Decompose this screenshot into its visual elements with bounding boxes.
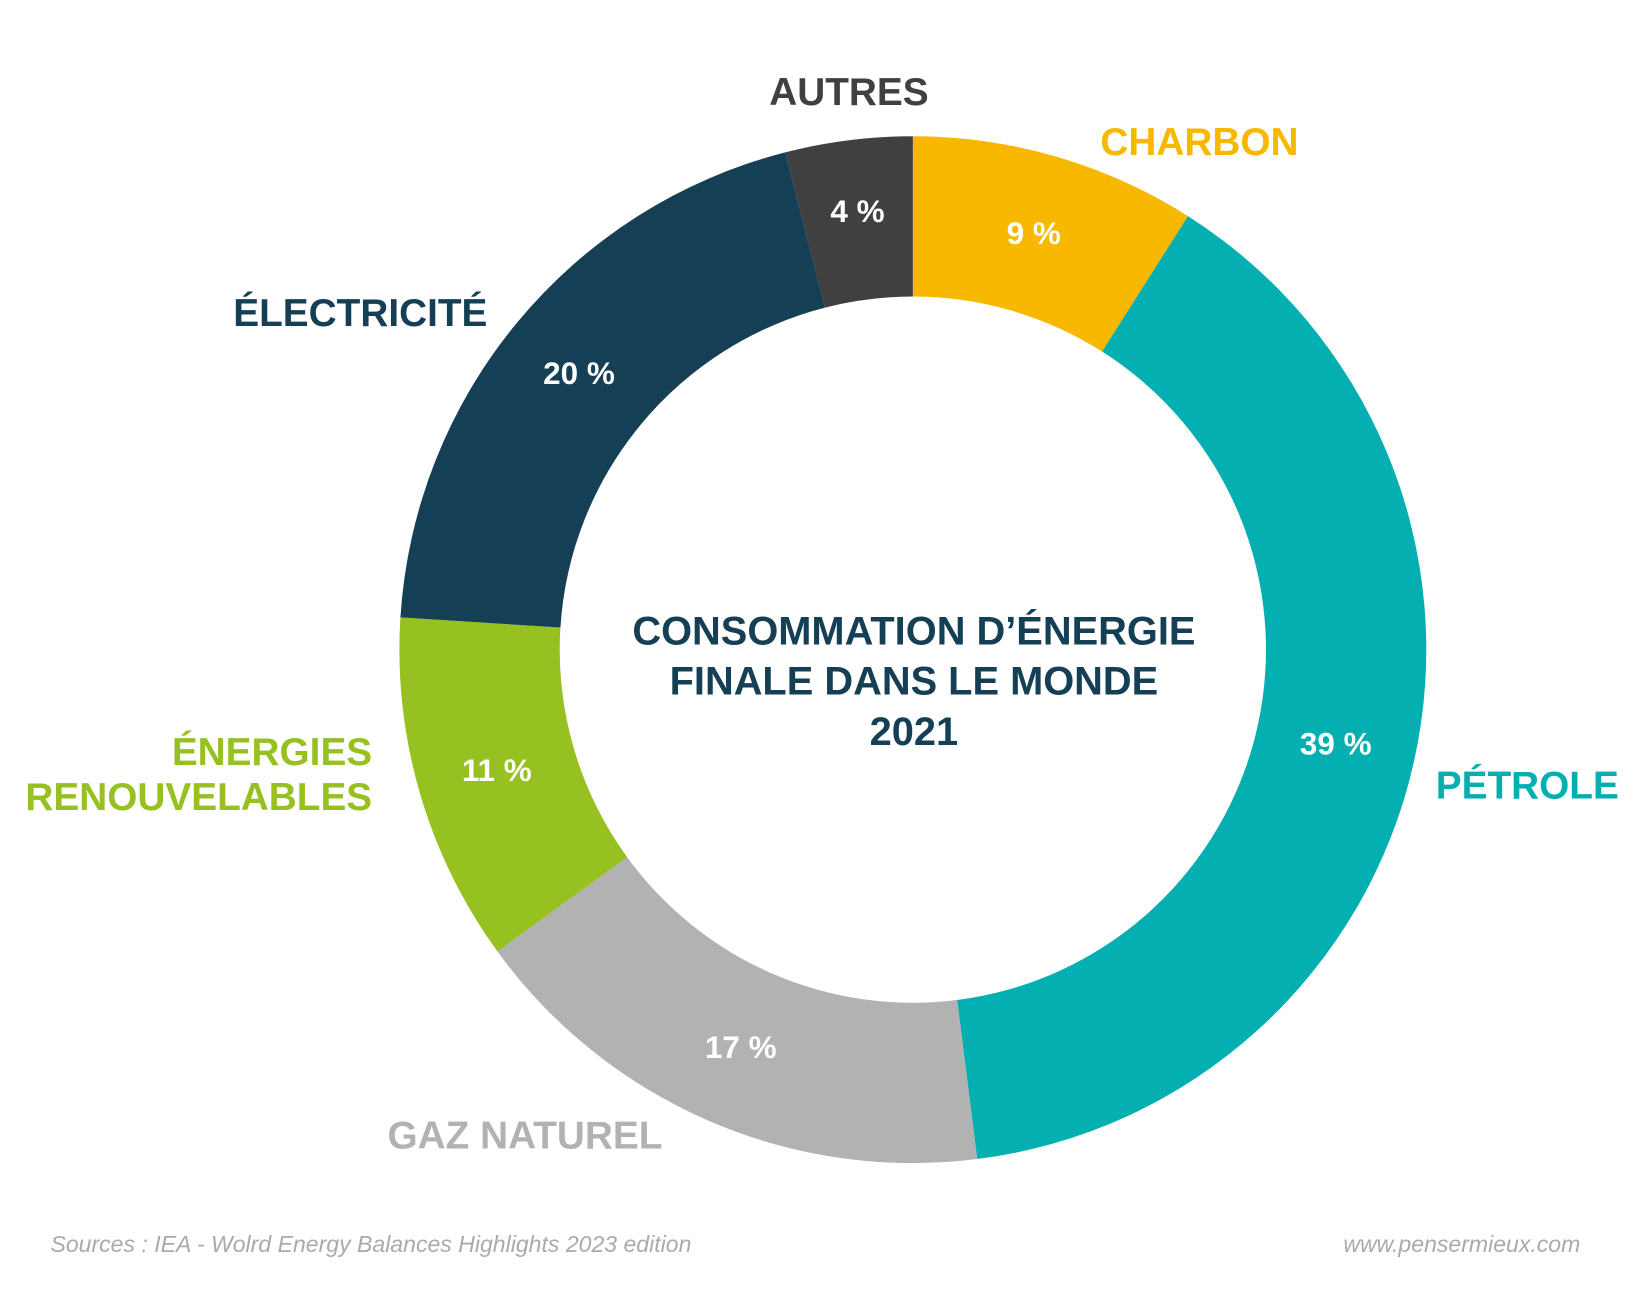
slice-4: [400, 152, 826, 628]
source-note: Sources : IEA - Wolrd Energy Balances Hi…: [50, 1231, 691, 1257]
slice-3: [399, 617, 628, 952]
slice-2: [497, 857, 978, 1164]
value-label-3: 11 %: [462, 753, 532, 788]
category-label-electricite: ÉLECTRICITÉ: [233, 291, 487, 335]
value-label-2: 17 %: [705, 1030, 777, 1065]
category-label-autres: AUTRES: [769, 71, 928, 114]
chart-title-line-2: FINALE DANS LE MONDE: [670, 660, 1159, 704]
slice-5: [785, 136, 913, 308]
website-link[interactable]: www.pensermieux.com: [1343, 1231, 1580, 1257]
value-label-1: 39 %: [1300, 727, 1372, 762]
value-label-0: 9 %: [1007, 216, 1061, 251]
chart-title-line-3: 2021: [870, 710, 959, 754]
category-label-charbon: CHARBON: [1100, 121, 1298, 164]
category-label-energies: ÉNERGIES: [172, 730, 372, 774]
category-label-petrole: PÉTROLE: [1436, 763, 1619, 807]
donut-slices: [399, 136, 1427, 1164]
chart-title-line-1: CONSOMMATION D’ÉNERGIE: [632, 608, 1195, 653]
category-label-renouvelables: RENOUVELABLES: [25, 776, 372, 819]
value-labels: 9 % 39 % 17 % 11 % 20 % 4 %: [462, 194, 1372, 1065]
slice-0: [912, 136, 1188, 352]
value-label-5: 4 %: [830, 194, 884, 229]
category-label-gaz-naturel: GAZ NATUREL: [387, 1114, 662, 1157]
slice-1: [957, 216, 1427, 1160]
value-label-4: 20 %: [543, 356, 615, 391]
